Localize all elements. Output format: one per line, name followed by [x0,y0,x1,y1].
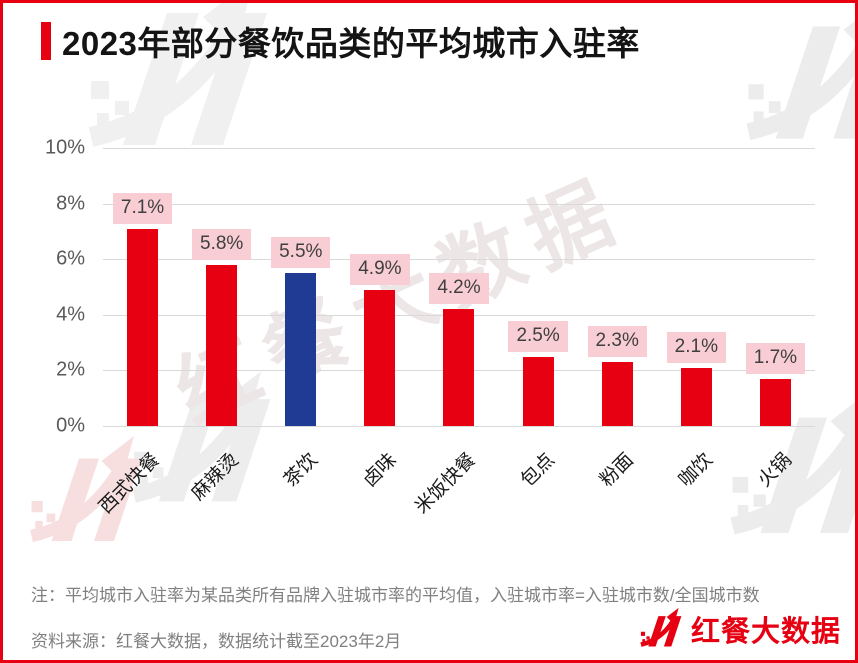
gridline [103,148,815,149]
bar-value-label: 1.7% [745,342,806,374]
gridline [103,203,815,205]
title-accent-bar [41,22,51,60]
x-axis-category-label: 火锅 [754,449,797,492]
y-axis-tick-label: 0% [56,414,85,437]
page-title: 2023年部分餐饮品类的平均城市入驻率 [62,25,640,62]
watermark-brand-logo-icon [745,3,855,159]
x-axis-category-label: 粉面 [596,449,639,492]
bar-value-label: 2.3% [587,326,647,358]
x-axis-category-label: 麻辣烫 [187,449,243,505]
bar-value-label: 2.1% [666,331,726,363]
y-axis-tick-label: 10% [44,136,85,159]
x-axis-category-label: 西式快餐 [94,449,164,519]
brand-logo: 红餐大数据 [640,606,841,652]
x-axis-category-label: 米饭快餐 [411,449,480,519]
bar-column: 2.1% 咖饮 [657,148,736,491]
bar-column: 4.9% 卤味 [340,148,419,491]
bar [522,356,554,426]
x-axis-category-label: 咖饮 [675,449,718,492]
chart-footnote: 注：平均城市入驻率为某品类所有品牌入驻城市率的平均值，入驻城市率=入驻城市数/全… [31,586,760,605]
gridline [103,259,815,261]
bar-column: 4.2% 米饭快餐 [411,148,498,518]
bar [206,264,238,426]
bar [759,378,791,426]
x-axis-category-label: 包点 [517,449,559,492]
brand-logo-text: 红餐大数据 [690,616,841,648]
bar-value-label: 5.5% [271,237,331,269]
header: 2023年部分餐饮品类的平均城市入驻率 [41,17,640,65]
bar-value-label: 4.9% [350,253,410,285]
bar-value-label: 5.8% [192,228,252,260]
data-source-line: 资料来源：红餐大数据，数据统计截至2023年2月 [31,632,402,651]
bar [443,309,475,426]
y-axis-tick-label: 4% [56,303,85,326]
bar-column: 5.8% 麻辣烫 [182,148,261,505]
bar [364,289,396,426]
gridline [103,426,815,427]
bar [127,228,159,426]
bar-value-label: 4.2% [429,273,489,305]
bar-column: 2.3% 粉面 [578,148,657,491]
x-axis-category-label: 茶饮 [279,449,322,492]
bar-value-label: 2.5% [508,320,568,352]
bar [285,273,317,426]
bar-column: 5.5% 茶饮 [261,148,340,491]
y-axis-tick-label: 2% [56,358,85,381]
y-axis-tick-label: 6% [56,247,85,270]
hongcan-h-arrow-logo-icon [640,606,686,652]
y-axis-tick-label: 8% [56,192,85,215]
bar-chart: 0% 2% 4% 6% 8% 10% 7.1% 西式快餐 5.8% 麻辣烫 5.5% 茶饮 4.9% 卤味… [45,137,815,518]
bar [680,367,712,426]
bar-value-label: 7.1% [112,192,173,224]
bar-column: 2.5% 包点 [499,148,578,491]
bar-column: 7.1% 西式快餐 [95,148,182,518]
bar-column: 1.7% 火锅 [736,148,815,491]
bar [601,362,633,426]
x-axis-category-label: 卤味 [358,449,401,492]
